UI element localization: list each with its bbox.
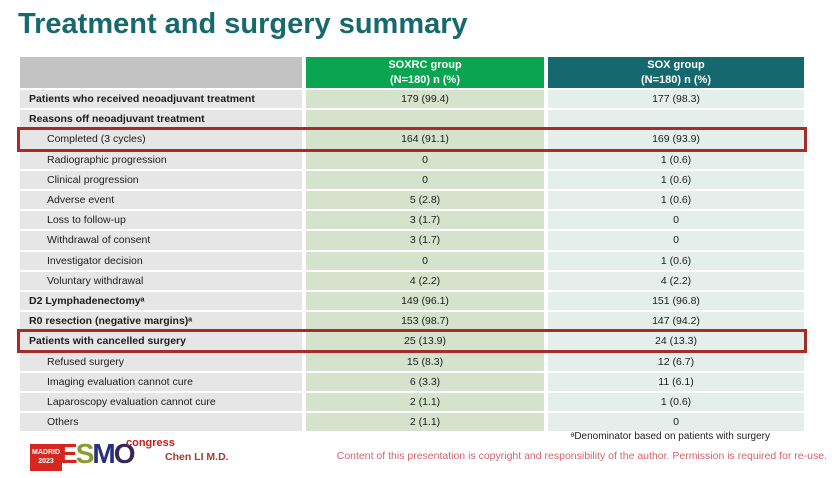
soxrc-value: 3 (1.7)	[306, 231, 544, 250]
row-label: D2 Lymphadenectomyᵃ	[20, 291, 302, 311]
row-label: Laparoscopy evaluation cannot cure	[20, 392, 302, 411]
sox-value: 147 (94.2)	[548, 312, 804, 331]
soxrc-value: 0	[306, 170, 544, 189]
sox-value: 177 (98.3)	[548, 90, 804, 109]
row-label: Voluntary withdrawal	[20, 271, 302, 290]
sox-value: 11 (6.1)	[548, 372, 804, 391]
sox-value	[548, 110, 804, 129]
sox-value: 1 (0.6)	[548, 150, 804, 169]
header-sox-line2: (N=180) n (%)	[641, 73, 711, 86]
row-label: Investigator decision	[20, 251, 302, 270]
row-label: Refused surgery	[20, 352, 302, 371]
header-soxrc-line2: (N=180) n (%)	[390, 73, 460, 86]
copyright-notice: Content of this presentation is copyrigh…	[336, 450, 827, 462]
row-label: R0 resection (negative margins)ᵃ	[20, 312, 302, 331]
esmo-letter-e: E	[59, 438, 78, 469]
sox-value: 1 (0.6)	[548, 251, 804, 270]
soxrc-value: 25 (13.9)	[306, 332, 544, 351]
row-label: Imaging evaluation cannot cure	[20, 372, 302, 391]
table-row: R0 resection (negative margins)ᵃ 153 (98…	[20, 312, 804, 331]
madrid-2023-badge: MADRID 2023	[30, 444, 62, 471]
table-row: Laparoscopy evaluation cannot cure 2 (1.…	[20, 392, 804, 411]
table-row: Clinical progression 0 1 (0.6)	[20, 170, 804, 189]
soxrc-value	[306, 110, 544, 129]
denominator-footnote: ᵃDenominator based on patients with surg…	[570, 431, 770, 442]
table-row: Adverse event 5 (2.8) 1 (0.6)	[20, 190, 804, 210]
sox-value: 0	[548, 211, 804, 230]
sox-value: 1 (0.6)	[548, 190, 804, 210]
header-soxrc-group: SOXRC group (N=180) n (%)	[306, 57, 544, 88]
sox-value: 169 (93.9)	[548, 130, 804, 149]
sox-value: 0	[548, 231, 804, 250]
table-row: D2 Lymphadenectomyᵃ 149 (96.1) 151 (96.8…	[20, 291, 804, 311]
esmo-letter-s: S	[75, 438, 95, 469]
row-label: Clinical progression	[20, 170, 302, 189]
table-body: Patients who received neoadjuvant treatm…	[17, 90, 807, 432]
header-empty-cell	[20, 57, 302, 88]
table-row: Patients who received neoadjuvant treatm…	[20, 90, 804, 109]
row-label: Completed (3 cycles)	[20, 130, 302, 149]
sox-value: 1 (0.6)	[548, 170, 804, 189]
soxrc-value: 2 (1.1)	[306, 392, 544, 411]
soxrc-value: 179 (99.4)	[306, 90, 544, 109]
soxrc-value: 2 (1.1)	[306, 413, 544, 432]
sox-value: 151 (96.8)	[548, 291, 804, 311]
soxrc-value: 3 (1.7)	[306, 211, 544, 230]
sox-value: 0	[548, 413, 804, 432]
soxrc-value: 153 (98.7)	[306, 312, 544, 331]
row-label: Withdrawal of consent	[20, 231, 302, 250]
table-row: Completed (3 cycles) 164 (91.1) 169 (93.…	[17, 127, 807, 152]
presenter-name: Chen LI M.D.	[165, 451, 229, 463]
soxrc-value: 15 (8.3)	[306, 352, 544, 371]
table-header-row: SOXRC group (N=180) n (%) SOX group (N=1…	[20, 57, 804, 88]
esmo-congress-logo: MADRID 2023 ESMO congress	[30, 437, 175, 477]
row-label: Adverse event	[20, 190, 302, 210]
esmo-letter-m: M	[92, 438, 115, 469]
sox-value: 1 (0.6)	[548, 392, 804, 411]
summary-table: SOXRC group (N=180) n (%) SOX group (N=1…	[17, 57, 807, 433]
soxrc-value: 164 (91.1)	[306, 130, 544, 149]
table-row: Voluntary withdrawal 4 (2.2) 4 (2.2)	[20, 271, 804, 290]
row-label: Radiographic progression	[20, 150, 302, 169]
sox-value: 4 (2.2)	[548, 271, 804, 290]
header-soxrc-line1: SOXRC group	[388, 59, 462, 72]
soxrc-value: 5 (2.8)	[306, 190, 544, 210]
table-row: Investigator decision 0 1 (0.6)	[20, 251, 804, 270]
soxrc-value: 0	[306, 251, 544, 270]
table-row: Loss to follow-up 3 (1.7) 0	[20, 211, 804, 230]
page-title: Treatment and surgery summary	[18, 8, 468, 40]
table-row: Reasons off neoadjuvant treatment	[20, 110, 804, 129]
row-label: Patients who received neoadjuvant treatm…	[20, 90, 302, 109]
soxrc-value: 149 (96.1)	[306, 291, 544, 311]
soxrc-value: 6 (3.3)	[306, 372, 544, 391]
soxrc-value: 4 (2.2)	[306, 271, 544, 290]
logo-year: 2023	[38, 457, 54, 465]
row-label: Others	[20, 413, 302, 432]
soxrc-value: 0	[306, 150, 544, 169]
header-sox-line1: SOX group	[647, 59, 705, 72]
header-sox-group: SOX group (N=180) n (%)	[548, 57, 804, 88]
esmo-wordmark: ESMO	[59, 437, 136, 471]
congress-label: congress	[126, 437, 175, 449]
row-label: Loss to follow-up	[20, 211, 302, 230]
sox-value: 24 (13.3)	[548, 332, 804, 351]
logo-venue: MADRID	[32, 449, 60, 457]
table-row: Patients with cancelled surgery 25 (13.9…	[17, 329, 807, 354]
table-row: Imaging evaluation cannot cure 6 (3.3) 1…	[20, 372, 804, 391]
table-row: Refused surgery 15 (8.3) 12 (6.7)	[20, 352, 804, 371]
row-label: Patients with cancelled surgery	[20, 332, 302, 351]
row-label: Reasons off neoadjuvant treatment	[20, 110, 302, 129]
esmo-letter-o: O	[113, 438, 136, 469]
table-row: Others 2 (1.1) 0	[20, 413, 804, 432]
table-row: Withdrawal of consent 3 (1.7) 0	[20, 231, 804, 250]
sox-value: 12 (6.7)	[548, 352, 804, 371]
table-row: Radiographic progression 0 1 (0.6)	[20, 150, 804, 169]
